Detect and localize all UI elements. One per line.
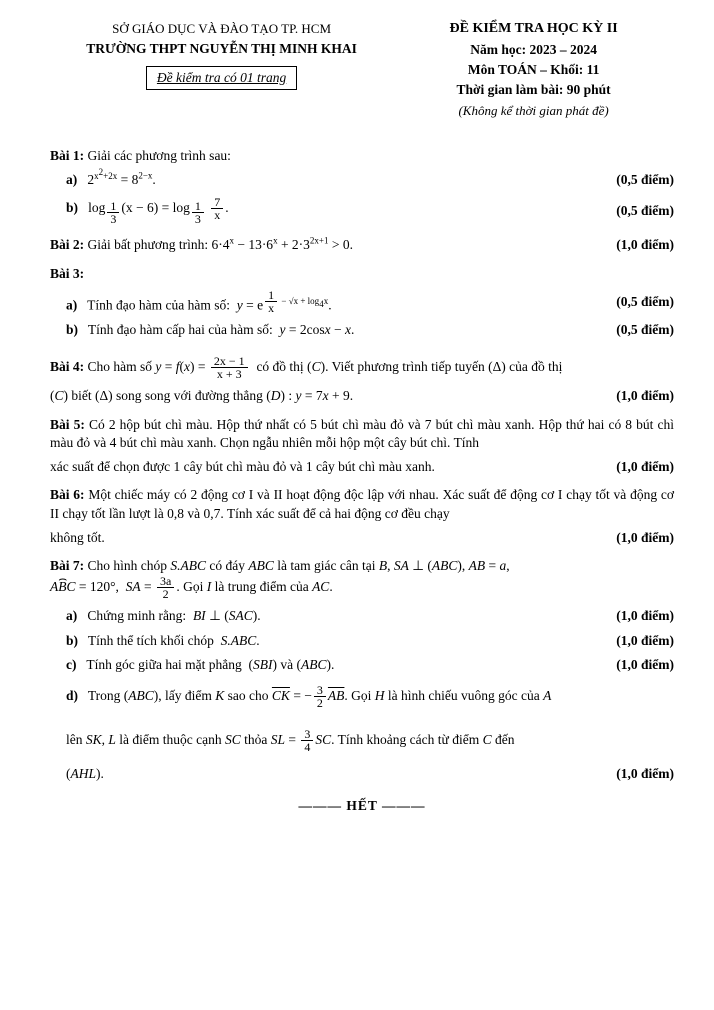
bai1-a: a) 2x2+2x = 82−x. (0,5 điểm)	[50, 171, 674, 189]
duration-line: Thời gian làm bài: 90 phút	[393, 81, 674, 99]
header-left: SỞ GIÁO DỤC VÀ ĐÀO TẠO TP. HCM TRƯỜNG TH…	[50, 20, 393, 119]
bai1-b-content: b) log13(x − 6) = log13 7x.	[66, 196, 604, 227]
bai1-a-lbl: a)	[66, 172, 77, 187]
bai3: Bài 3: a) Tính đạo hàm của hàm số: y = e…	[50, 265, 674, 340]
bai7-d-last: (AHL).	[66, 765, 604, 783]
bai7-a-lbl: a)	[66, 608, 77, 623]
bai2-score: (1,0 điểm)	[616, 236, 674, 254]
bai6-title: Bài 6:	[50, 487, 85, 502]
bai6-line3: không tốt.	[50, 529, 604, 547]
bai7-d-content: d) Trong (ABC), lấy điểm K sao cho CK = …	[66, 684, 674, 783]
header-right: ĐỀ KIỂM TRA HỌC KỲ II Năm học: 2023 – 20…	[393, 20, 674, 119]
bai5: Bài 5: Có 2 hộp bút chì màu. Hộp thứ nhấ…	[50, 416, 674, 477]
note-line: (Không kể thời gian phát đề)	[393, 102, 674, 120]
bai4: Bài 4: Cho hàm số y = f(x) = 2x − 1x + 3…	[50, 355, 674, 405]
bai6: Bài 6: Một chiếc máy có 2 động cơ I và I…	[50, 486, 674, 547]
subject-line: Môn TOÁN – Khối: 11	[393, 61, 674, 79]
bai1-a-score: (0,5 điểm)	[616, 171, 674, 189]
bai7-c-text: Tính góc giữa hai mặt phẳng	[86, 657, 241, 672]
bai2-content: Bài 2: Giải bất phương trình: 6·4x − 13·…	[50, 236, 604, 254]
bai7-c-content: c) Tính góc giữa hai mặt phẳng (SBI) và …	[66, 656, 604, 674]
school-line: TRƯỜNG THPT NGUYỄN THỊ MINH KHAI	[50, 40, 393, 58]
bai3-b-lbl: b)	[66, 322, 78, 337]
bai7-d-score: (1,0 điểm)	[616, 765, 674, 783]
year-line: Năm học: 2023 – 2024	[393, 41, 674, 59]
bai7-c-lbl: c)	[66, 657, 77, 672]
bai1-title: Bài 1:	[50, 148, 84, 163]
bai7-a-score: (1,0 điểm)	[616, 607, 674, 625]
bai1-a-content: a) 2x2+2x = 82−x.	[66, 171, 604, 189]
bai4-line2: (C) biết (Δ) song song với đường thẳng (…	[50, 387, 604, 405]
bai1-b-lbl: b)	[66, 200, 78, 215]
header: SỞ GIÁO DỤC VÀ ĐÀO TẠO TP. HCM TRƯỜNG TH…	[50, 20, 674, 119]
bai3-b-score: (0,5 điểm)	[616, 321, 674, 339]
bai3-a-lbl: a)	[66, 298, 77, 313]
bai3-a-text: Tính đạo hàm của hàm số:	[87, 298, 230, 313]
bai7-b-score: (1,0 điểm)	[616, 632, 674, 650]
end-line: ——— HẾT ———	[50, 797, 674, 815]
bai2-title: Bài 2:	[50, 237, 84, 252]
bai7-d-lbl: d)	[66, 688, 78, 703]
bai1: Bài 1: Giải các phương trình sau: a) 2x2…	[50, 147, 674, 226]
bai7-c: c) Tính góc giữa hai mặt phẳng (SBI) và …	[50, 656, 674, 674]
bai3-b: b) Tính đạo hàm cấp hai của hàm số: y = …	[50, 321, 674, 339]
exam-page: SỞ GIÁO DỤC VÀ ĐÀO TẠO TP. HCM TRƯỜNG TH…	[0, 0, 714, 1010]
bai3-b-text: Tính đạo hàm cấp hai của hàm số:	[88, 322, 273, 337]
bai7: Bài 7: Cho hình chóp S.ABC có đáy ABC là…	[50, 557, 674, 783]
page-count-box: Đề kiểm tra có 01 trang	[146, 66, 297, 90]
bai3-a-content: a) Tính đạo hàm của hàm số: y = e1x − √x…	[66, 289, 604, 315]
bai5-score: (1,0 điểm)	[616, 458, 674, 476]
bai7-a-content: a) Chứng minh rằng: BI ⊥ (SAC).	[66, 607, 604, 625]
bai1-b-score: (0,5 điểm)	[616, 202, 674, 220]
bai7-c-score: (1,0 điểm)	[616, 656, 674, 674]
bai1-b: b) log13(x − 6) = log13 7x. (0,5 điểm)	[50, 196, 674, 227]
bai7-b-text: Tính thể tích khối chóp	[88, 633, 214, 648]
bai6-score: (1,0 điểm)	[616, 529, 674, 547]
bai7-a-text: Chứng minh rằng:	[87, 608, 186, 623]
bai5-line3: xác suất để chọn được 1 cây bút chì màu …	[50, 458, 604, 476]
bai2: Bài 2: Giải bất phương trình: 6·4x − 13·…	[50, 236, 674, 254]
exam-title: ĐỀ KIỂM TRA HỌC KỲ II	[393, 20, 674, 39]
bai3-title: Bài 3:	[50, 266, 84, 281]
bai4-title: Bài 4:	[50, 359, 84, 374]
bai3-b-content: b) Tính đạo hàm cấp hai của hàm số: y = …	[66, 321, 604, 339]
dept-line: SỞ GIÁO DỤC VÀ ĐÀO TẠO TP. HCM	[50, 20, 393, 38]
bai5-title: Bài 5:	[50, 417, 85, 432]
bai7-a: a) Chứng minh rằng: BI ⊥ (SAC). (1,0 điể…	[50, 607, 674, 625]
bai7-b: b) Tính thể tích khối chóp S.ABC. (1,0 đ…	[50, 632, 674, 650]
bai7-d: d) Trong (ABC), lấy điểm K sao cho CK = …	[50, 684, 674, 783]
bai3-a: a) Tính đạo hàm của hàm số: y = e1x − √x…	[50, 289, 674, 315]
bai1-text: Giải các phương trình sau:	[88, 148, 231, 163]
bai7-b-content: b) Tính thể tích khối chóp S.ABC.	[66, 632, 604, 650]
bai7-b-lbl: b)	[66, 633, 78, 648]
bai3-a-score: (0,5 điểm)	[616, 293, 674, 311]
angle-abc: ABC	[50, 579, 76, 594]
bai4-score: (1,0 điểm)	[616, 387, 674, 405]
